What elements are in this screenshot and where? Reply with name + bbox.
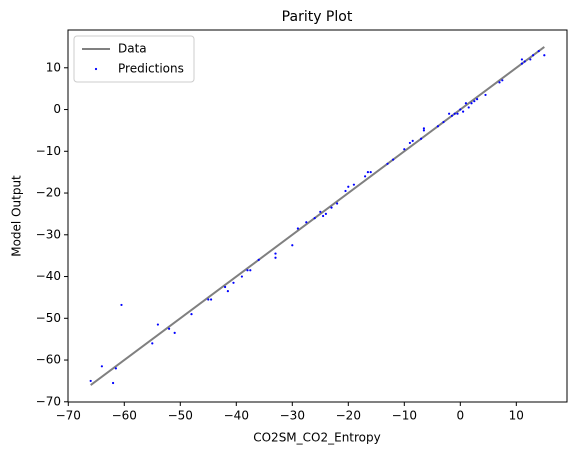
prediction-point [403,148,406,151]
prediction-point [167,327,171,330]
prediction-point [473,100,476,103]
prediction-point [324,212,328,216]
prediction-point [111,381,115,385]
plot-frame [67,29,568,403]
prediction-point [319,210,322,213]
prediction-point [114,367,117,370]
prediction-point [364,175,367,178]
prediction-point [467,106,470,109]
y-tick-label: −30 [36,227,61,241]
prediction-point [462,110,465,113]
prediction-point [274,256,277,259]
x-axis-label: CO2SM_CO2_Entropy [253,431,381,445]
prediction-point [173,331,176,335]
prediction-point [291,244,294,247]
legend: Data Predictions [73,35,195,83]
prediction-point [392,158,395,161]
prediction-point [448,112,451,115]
prediction-point [89,379,92,383]
y-tick-label: −20 [36,186,61,200]
prediction-point [100,365,103,368]
legend-label: Data [118,42,147,56]
prediction-point [420,137,423,140]
prediction-point [501,79,504,82]
prediction-point [274,252,277,255]
prediction-point [459,108,462,111]
prediction-point [422,129,426,132]
y-tick-label: −50 [36,311,61,325]
prediction-point [520,62,524,65]
prediction-point [529,58,532,61]
prediction-point [411,139,414,142]
prediction-point [151,342,154,345]
x-tick-label: −30 [280,409,305,423]
prediction-point [366,171,370,174]
prediction-point [386,162,389,165]
prediction-point [523,60,526,63]
prediction-point [249,269,252,272]
prediction-point [453,112,456,115]
y-tick-label: −10 [36,144,61,158]
prediction-point [498,81,501,84]
prediction-point [313,216,316,220]
prediction-point [330,206,333,209]
prediction-point [226,290,229,293]
prediction-point [476,97,479,101]
prediction-point [464,102,468,105]
prediction-point [240,275,243,278]
prediction-point [209,298,213,301]
legend-label: Predictions [118,62,184,76]
prediction-point [532,54,535,57]
prediction-point [336,202,339,205]
prediction-point [120,303,123,307]
prediction-point [352,183,356,186]
prediction-point [305,221,308,224]
prediction-point [190,313,193,316]
x-tick-label: −20 [336,409,361,423]
legend-box [73,35,195,83]
y-tick-label: 0 [53,102,61,116]
prediction-point [520,58,524,61]
legend-swatch [94,67,98,71]
prediction-point [436,125,440,128]
prediction-point [369,171,372,174]
x-tick-label: −10 [392,409,417,423]
prediction-point [296,227,299,230]
chart-title: Parity Plot [282,9,353,25]
y-axis-label: Model Output [10,175,24,257]
prediction-point [408,141,412,145]
x-tick-label: 10 [509,409,524,423]
prediction-point [450,114,454,117]
y-tick-label: 10 [46,60,61,74]
prediction-point [246,269,249,272]
x-tick-label: −50 [168,409,193,423]
y-tick-label: −70 [36,394,61,408]
data-line [90,46,545,386]
prediction-point [322,214,325,218]
y-tick-label: −60 [36,353,61,367]
x-tick-label: −70 [56,409,81,423]
x-tick-label: −40 [224,409,249,423]
prediction-point [422,127,426,130]
x-tick-label: 0 [456,409,464,423]
y-tick-label: −40 [36,269,61,283]
prediction-point [484,93,487,97]
prediction-point [537,49,540,53]
prediction-point [442,120,445,124]
prediction-point [347,185,350,188]
prediction-point [456,112,459,115]
x-tick-label: −60 [112,409,137,423]
prediction-point [344,189,347,193]
prediction-point [223,285,227,289]
prediction-point [257,258,260,261]
prediction-point [232,281,235,284]
prediction-point [470,102,473,105]
prediction-point [543,54,546,57]
prediction-point [207,298,210,301]
prediction-point [156,323,159,326]
